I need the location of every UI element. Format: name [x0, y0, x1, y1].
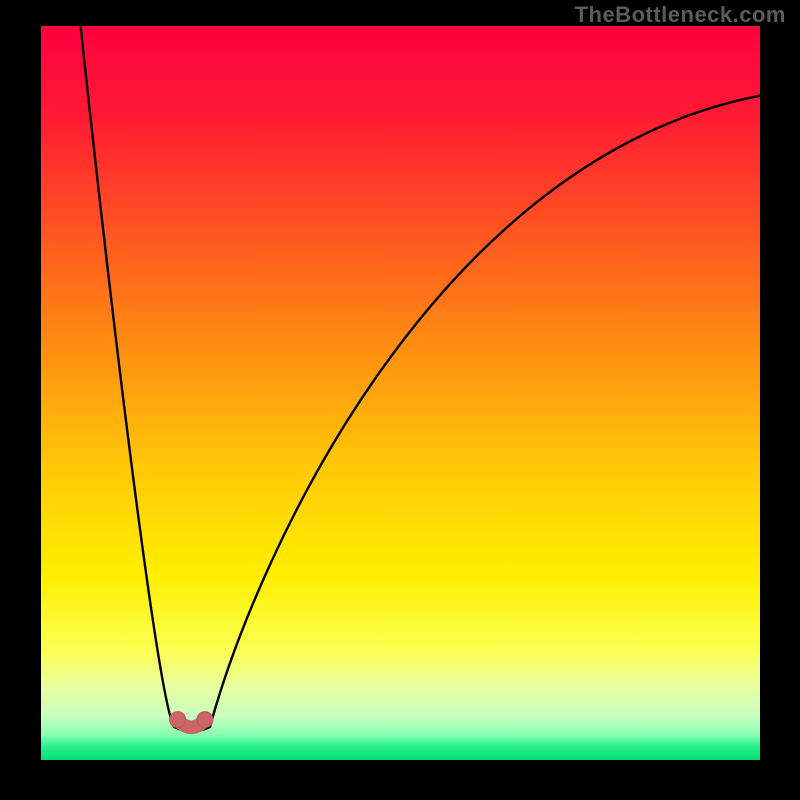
watermark-text: TheBottleneck.com — [575, 2, 786, 28]
chart-container: TheBottleneck.com — [0, 0, 800, 800]
plot-area — [41, 26, 760, 760]
marker-dot — [170, 712, 186, 728]
marker-dot — [197, 712, 213, 728]
bottleneck-chart — [0, 0, 800, 800]
